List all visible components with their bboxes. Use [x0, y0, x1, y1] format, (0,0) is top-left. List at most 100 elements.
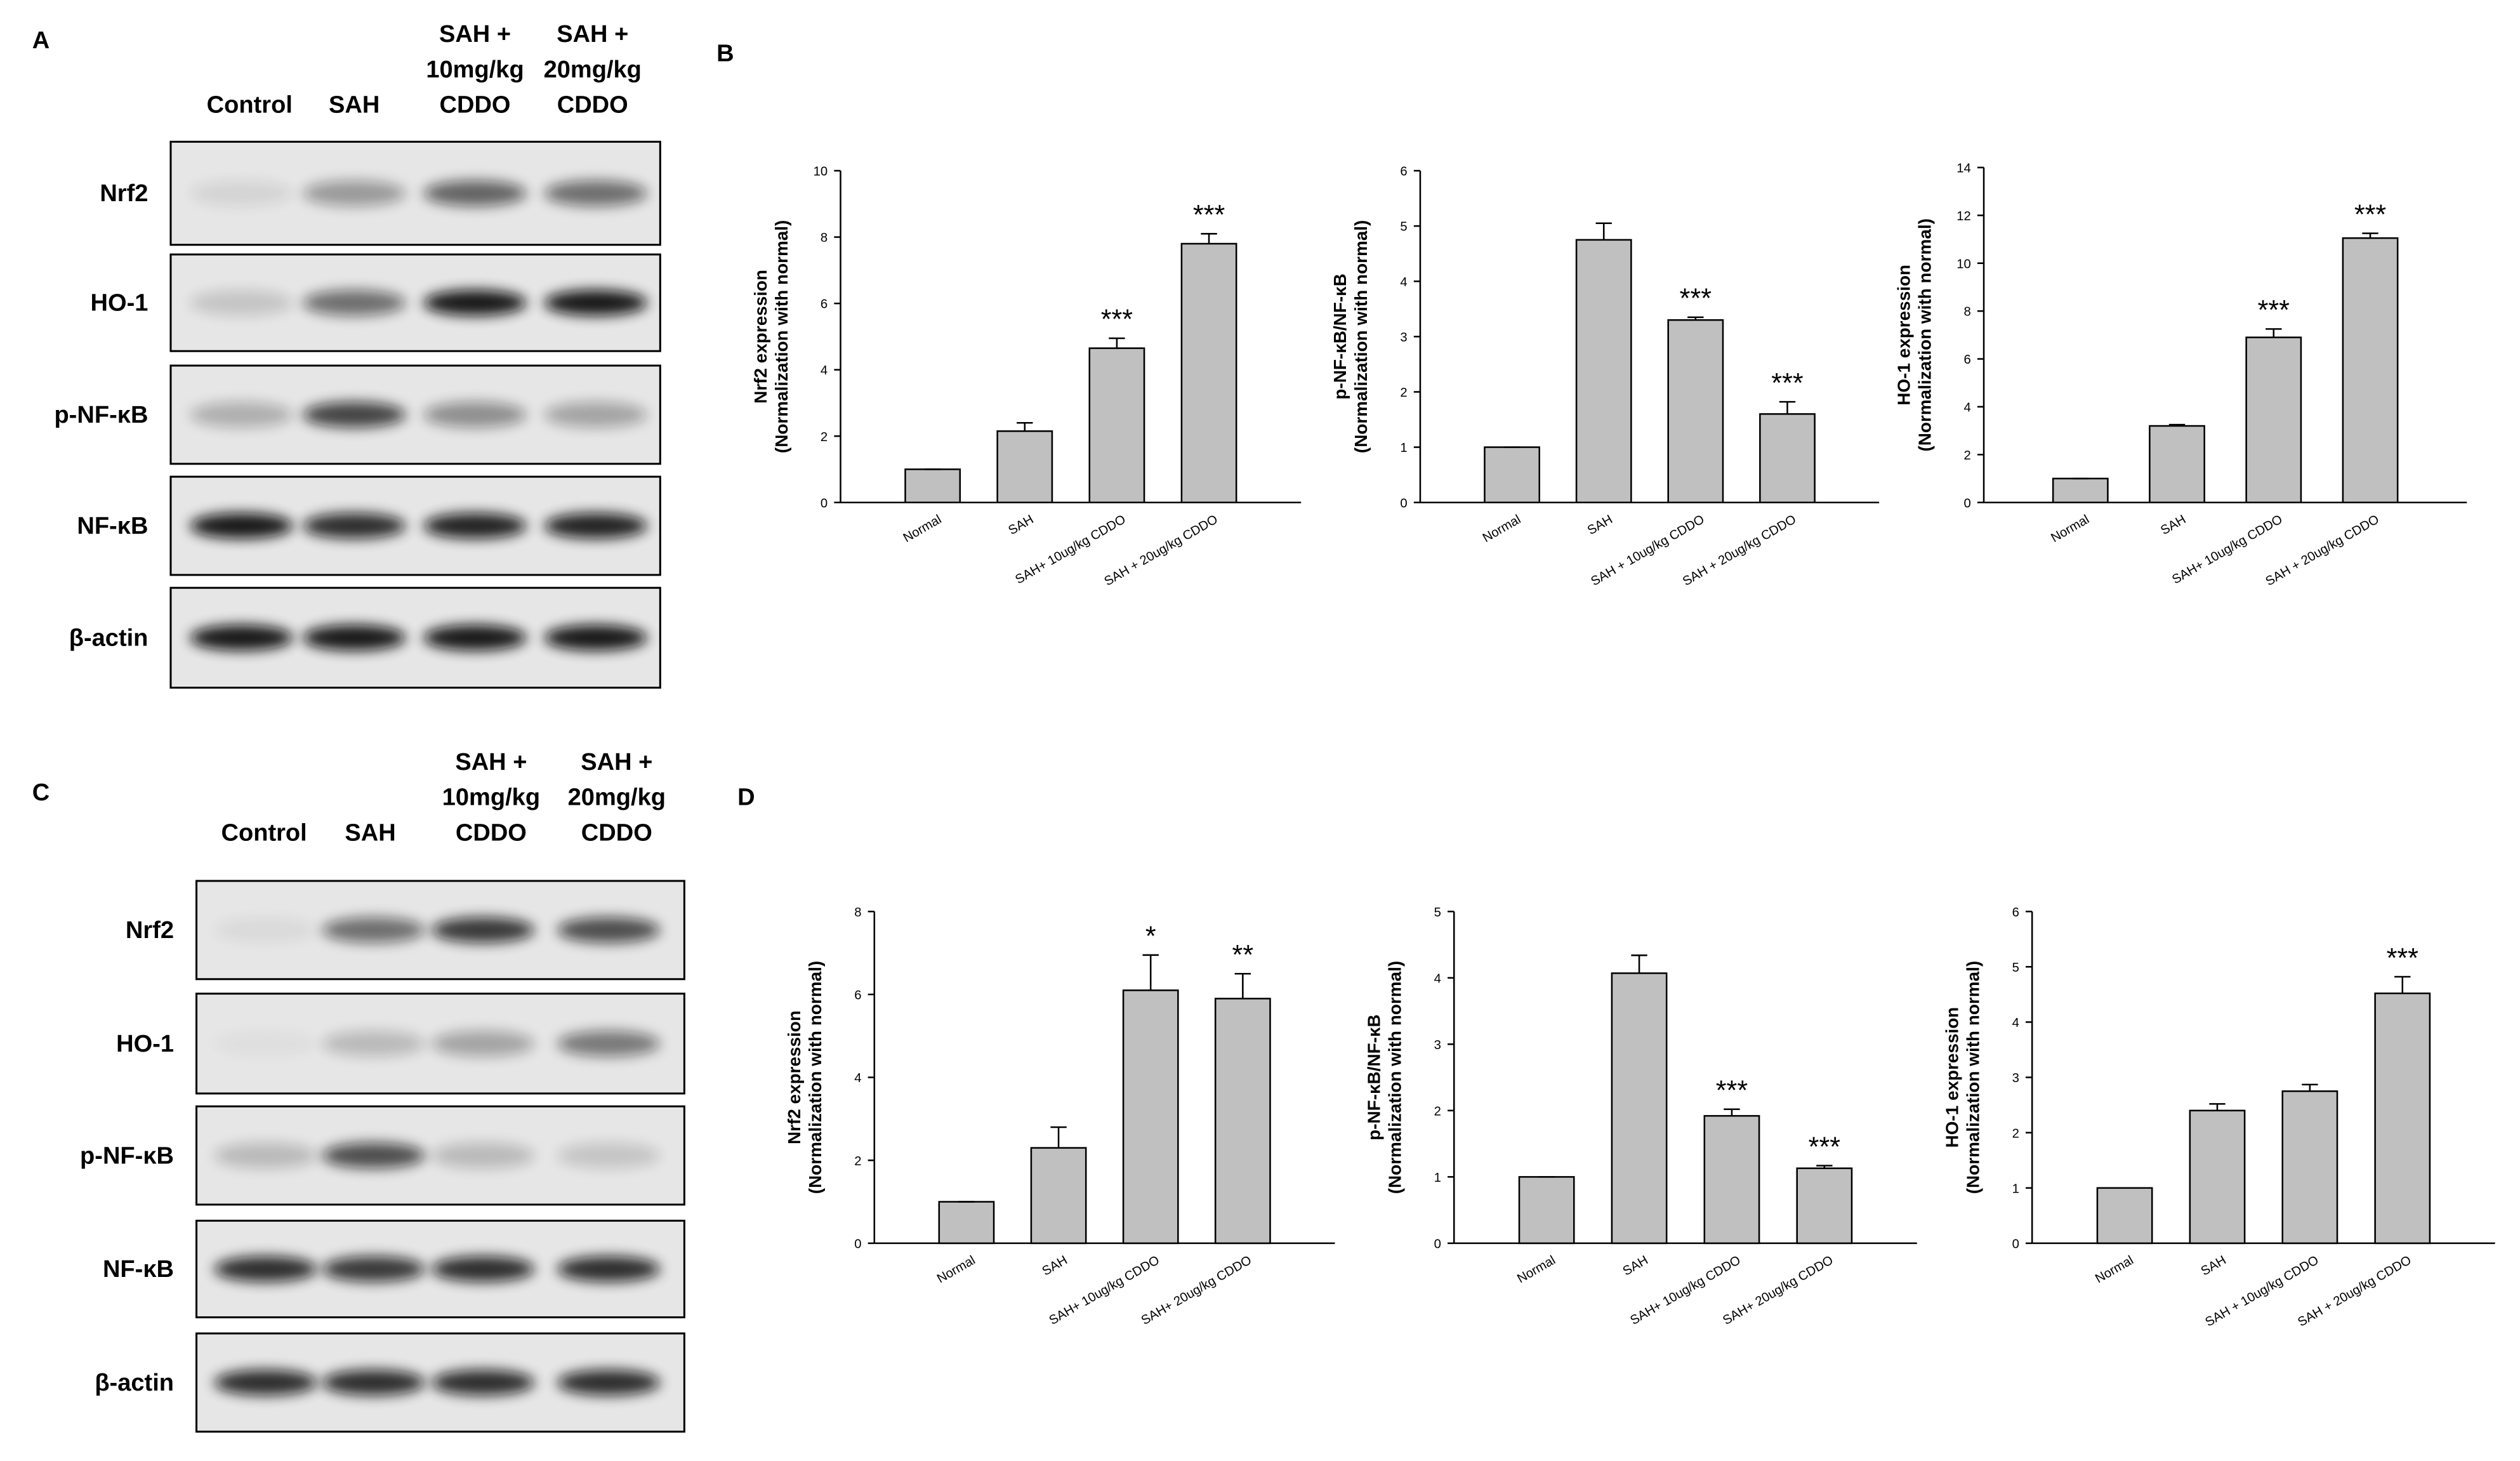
x-tick-label: Normal [2048, 512, 2092, 545]
lane-label: SAH + [439, 21, 511, 48]
y-tick-label: 0 [854, 1238, 861, 1252]
blot-band [214, 1256, 317, 1282]
bar [1088, 347, 1145, 503]
significance: *** [1716, 1076, 1748, 1106]
row-label: β-actin [95, 1370, 174, 1396]
panel-letter: A [32, 27, 49, 54]
significance: *** [1680, 284, 1712, 314]
y-axis-label: (Normalization with normal) [1351, 220, 1371, 453]
x-tick-label: SAH [1040, 1253, 1070, 1279]
y-axis-label: Nrf2 expression [784, 1010, 804, 1144]
y-tick-label: 6 [1963, 353, 1970, 367]
y-tick-label: 0 [2012, 1238, 2019, 1252]
blot-band [322, 1142, 425, 1168]
blot-band [190, 625, 293, 651]
y-tick-label: 5 [2012, 961, 2019, 975]
error-bar [1816, 1165, 1833, 1168]
bar [2149, 425, 2205, 503]
blot-band [423, 625, 527, 651]
significance: *** [1771, 368, 1804, 399]
significance: *** [1809, 1132, 1841, 1162]
blot-band [303, 289, 406, 316]
bar [996, 430, 1053, 503]
bar [904, 468, 961, 503]
significance: *** [2387, 943, 2419, 974]
y-tick-label: 2 [2012, 1127, 2019, 1140]
y-tick-label: 2 [1434, 1104, 1441, 1118]
x-tick-label: SAH [2158, 512, 2188, 538]
row-label: HO-1 [116, 1031, 174, 1057]
bar [1611, 972, 1668, 1245]
y-tick-label: 0 [1963, 496, 1970, 510]
bar [2342, 237, 2399, 503]
y-axis-label: p-NF-κB/NF-κB [1330, 274, 1350, 400]
error-bar [1687, 316, 1704, 321]
bar [2245, 336, 2302, 503]
y-tick-label: 2 [1963, 449, 1970, 463]
x-tick-label: SAH [1006, 512, 1036, 538]
error-bar [1050, 1126, 1067, 1148]
row-label: p-NF-κB [54, 402, 148, 428]
x-tick-label: Normal [901, 512, 944, 545]
y-tick-label: 8 [854, 906, 861, 920]
error-bar [1017, 421, 1033, 432]
row-label: p-NF-κB [80, 1142, 174, 1169]
blot-band [190, 402, 293, 428]
y-tick-label: 12 [1956, 209, 1971, 223]
y-axis-label: HO-1 expression [1894, 265, 1913, 406]
blot-band [423, 402, 527, 428]
blot-band [423, 289, 527, 316]
y-tick-label: 4 [2012, 1016, 2019, 1030]
y-tick-label: 2 [1400, 386, 1407, 400]
bar [1484, 446, 1541, 503]
blot-band [432, 1256, 535, 1282]
blot-band [557, 1370, 661, 1396]
y-axis-label: (Normalization with normal) [1963, 961, 1982, 1194]
y-axis-label: (Normalization with normal) [805, 961, 825, 1194]
blot-band [544, 625, 648, 651]
significance: *** [1193, 200, 1225, 230]
y-tick-label: 4 [1434, 972, 1441, 986]
error-bar [2209, 1103, 2226, 1111]
lane-label: CDDO [456, 820, 527, 847]
y-tick-label: 2 [821, 430, 828, 444]
y-tick-label: 8 [821, 231, 828, 245]
y-tick-label: 1 [2012, 1182, 2019, 1196]
y-tick-label: 0 [1400, 496, 1407, 510]
error-bar [1779, 400, 1796, 414]
bar [1030, 1147, 1087, 1245]
blot-band [557, 1142, 661, 1168]
significance: *** [2258, 295, 2290, 326]
error-bar [1234, 972, 1251, 999]
error-bar [1201, 233, 1217, 244]
blot-band [214, 917, 317, 943]
y-axis-label: p-NF-κB/NF-κB [1364, 1014, 1384, 1140]
y-axis-label: (Normalization with normal) [1915, 218, 1934, 451]
blot-band [303, 513, 406, 539]
y-tick-label: 8 [1963, 305, 1970, 319]
error-bar [1142, 954, 1159, 991]
bar [1180, 242, 1237, 503]
significance: ** [1232, 940, 1254, 970]
y-tick-label: 5 [1400, 220, 1407, 234]
x-tick-label: SAH [1621, 1253, 1651, 1279]
error-bar [1595, 222, 1612, 240]
bar [1122, 989, 1179, 1245]
lane-label: SAH + [455, 749, 527, 776]
bar [1796, 1167, 1853, 1245]
x-tick-label: Normal [935, 1253, 978, 1286]
row-label: β-actin [69, 625, 148, 652]
y-tick-label: 2 [854, 1154, 861, 1168]
lane-label: CDDO [557, 92, 628, 119]
significance: *** [2354, 199, 2387, 230]
x-tick-label: SAH [1585, 512, 1615, 538]
y-tick-label: 4 [1400, 275, 1407, 289]
y-tick-label: 3 [1434, 1038, 1441, 1052]
y-tick-label: 0 [1434, 1238, 1441, 1252]
significance: *** [1101, 305, 1133, 335]
lane-label: SAH + [581, 749, 652, 776]
y-tick-label: 14 [1956, 162, 1971, 176]
lane-label: 10mg/kg [426, 56, 524, 83]
blot-band [190, 513, 293, 539]
bar [1214, 998, 1271, 1245]
